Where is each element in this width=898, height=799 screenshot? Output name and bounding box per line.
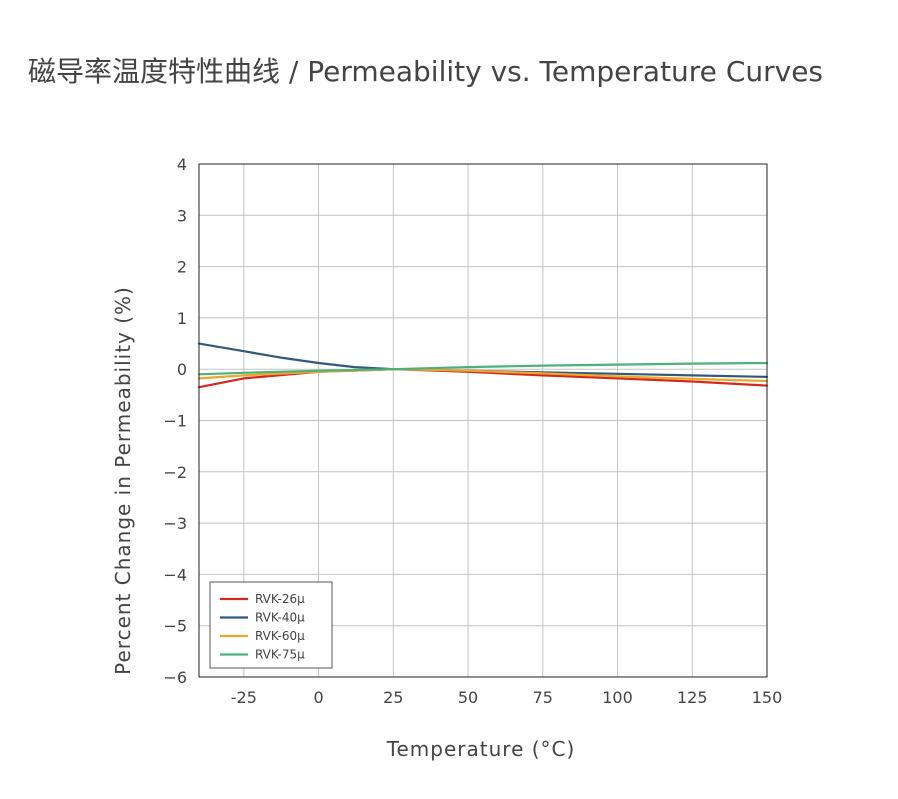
y-tick-label: −3 — [163, 514, 187, 533]
y-tick-label: −5 — [163, 617, 187, 636]
legend-label: RVK-40μ — [255, 611, 305, 625]
series-line-3 — [197, 368, 769, 383]
legend-label: RVK-60μ — [255, 629, 305, 643]
y-tick-label: −1 — [163, 412, 187, 431]
y-tick-label: 4 — [177, 155, 187, 174]
series-line-4 — [197, 361, 769, 376]
x-tick-label: 125 — [677, 688, 708, 707]
legend-label: RVK-26μ — [255, 592, 305, 606]
y-tick-label: 3 — [177, 206, 187, 225]
x-axis-title: Temperature (°C) — [386, 737, 576, 761]
y-tick-labels: 4 3 2 1 0 −1 −2 −3 −4 −5 −6 — [163, 155, 187, 687]
y-tick-label: 2 — [177, 258, 187, 277]
x-tick-label: 50 — [458, 688, 478, 707]
plot-frame — [198, 163, 768, 678]
x-tick-label: 25 — [383, 688, 403, 707]
y-tick-label: 0 — [177, 360, 187, 379]
x-tick-label: 150 — [752, 688, 783, 707]
y-tick-label: 1 — [177, 309, 187, 328]
x-tick-label: 0 — [313, 688, 323, 707]
y-tick-label: −6 — [163, 668, 187, 687]
x-tick-label: 100 — [602, 688, 633, 707]
page-title: 磁导率温度特性曲线 / Permeability vs. Temperature… — [28, 55, 824, 88]
x-tick-label: 75 — [533, 688, 553, 707]
series-lines — [197, 342, 769, 389]
y-axis-title: Percent Change in Permeability (%) — [111, 286, 135, 675]
y-tick-label: −2 — [163, 463, 187, 482]
y-tick-label: −4 — [163, 565, 187, 584]
x-tick-labels: -25 0 25 50 75 100 125 150 — [231, 688, 783, 707]
legend: RVK-26μ RVK-40μ RVK-60μ RVK-75μ — [209, 581, 333, 669]
x-tick-label: -25 — [231, 688, 257, 707]
legend-label: RVK-75μ — [255, 648, 305, 662]
